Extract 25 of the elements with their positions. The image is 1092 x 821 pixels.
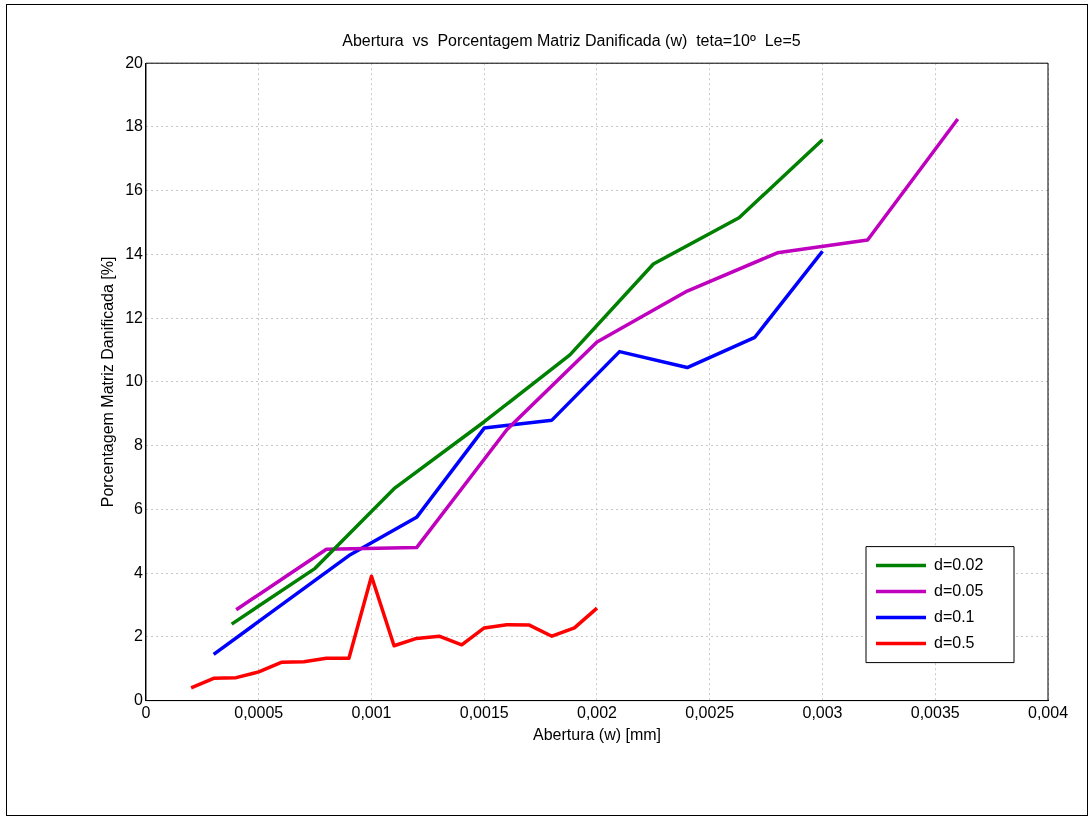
x-tick-label: 0,0005	[234, 703, 284, 721]
y-tick-label: 8	[134, 436, 144, 454]
y-tick-label: 12	[125, 308, 144, 326]
x-tick-label: 0,0035	[910, 703, 960, 721]
legend-label: d=0.5	[934, 634, 975, 652]
y-tick-label: 18	[125, 117, 144, 135]
x-tick-label: 0,004	[1027, 703, 1069, 721]
y-tick-label: 2	[134, 627, 144, 645]
y-tick-label: 14	[125, 244, 144, 262]
y-tick-label: 4	[134, 563, 144, 581]
x-axis-title: Abertura (w) [mm]	[532, 725, 662, 743]
x-tick-label: 0,001	[351, 703, 392, 721]
chart-title: Abertura vs Porcentagem Matriz Danificada (w) teta=10º Le=5	[342, 32, 801, 50]
x-tick-label: 0,0015	[459, 703, 509, 721]
y-tick-label: 6	[134, 499, 144, 517]
x-tick-label: 0,002	[576, 703, 618, 721]
y-tick-label: 10	[125, 372, 144, 390]
x-tick-label: 0,0025	[685, 703, 735, 721]
x-tick-label: 0,003	[802, 703, 843, 721]
y-tick-label: 16	[125, 181, 144, 199]
y-axis-title: Porcentagem Matriz Danificada [%]	[99, 256, 117, 508]
legend-label: d=0.02	[934, 556, 984, 574]
legend-label: d=0.05	[934, 582, 984, 600]
legend-label: d=0.1	[934, 608, 975, 626]
y-tick-label: 20	[125, 53, 144, 71]
